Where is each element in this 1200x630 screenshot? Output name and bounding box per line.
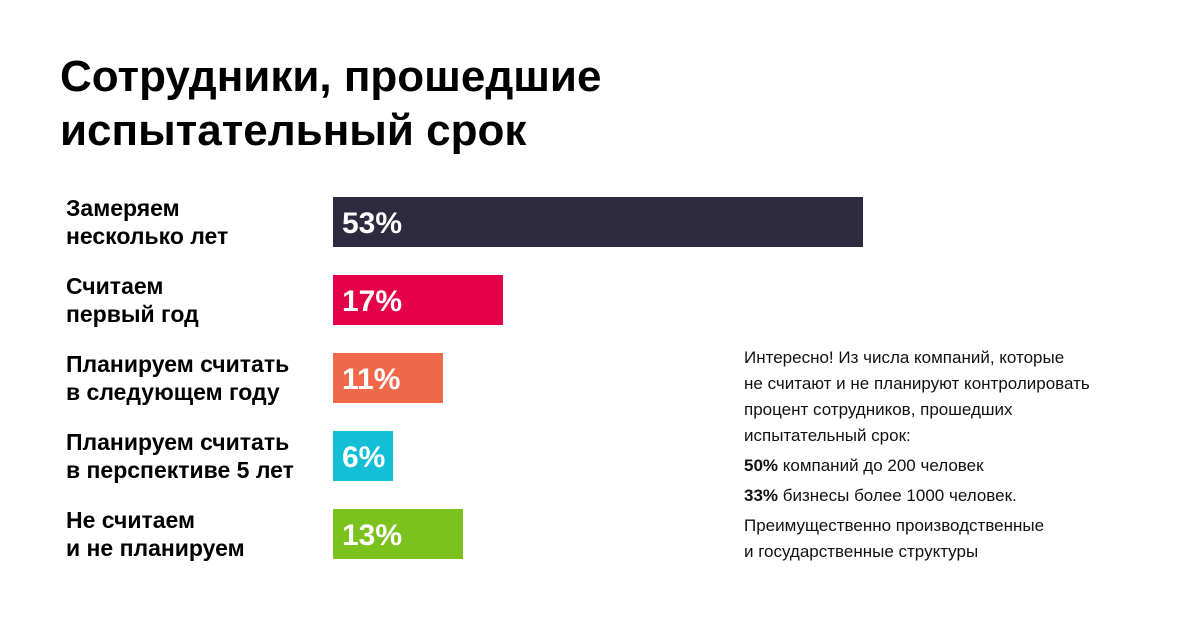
note-fact-2: 33% бизнесы более 1000 человек. [744, 483, 1164, 509]
bar-1 [333, 197, 863, 247]
note-fact-2-text: бизнесы более 1000 человек. [778, 486, 1017, 505]
bar-5 [333, 509, 463, 559]
category-label-1-line-2: несколько лет [66, 223, 228, 249]
bar-2 [333, 275, 503, 325]
note-outro-line-2: и государственные структуры [744, 542, 979, 561]
note-fact-1-text: компаний до 200 человек [778, 456, 984, 475]
note-outro: Преимущественно производственные и госуд… [744, 513, 1164, 565]
bar-value-label-2: 17% [342, 285, 402, 318]
note-intro-line-1: Интересно! Из числа компаний, которые [744, 348, 1065, 367]
category-label-2-line-2: первый год [66, 301, 199, 327]
category-label-3-line-2: в следующем году [66, 379, 280, 405]
chart-title: Сотрудники, прошедшие испытательный срок [60, 50, 760, 158]
category-label-4-line-2: в перспективе 5 лет [66, 457, 294, 483]
chart-title-line-2: испытательный срок [60, 106, 527, 155]
note-fact-2-value: 33% [744, 486, 779, 505]
note-intro-line-2: не считают и не планируют контролировать [744, 374, 1090, 393]
note-intro: Интересно! Из числа компаний, которые не… [744, 345, 1164, 449]
note-fact-1: 50% компаний до 200 человек [744, 453, 1164, 479]
note-outro-line-1: Преимущественно производственные [744, 516, 1045, 535]
bar-3 [333, 353, 443, 403]
bar-value-label-5: 13% [342, 519, 402, 552]
category-label-5-line-2: и не планируем [66, 535, 245, 561]
category-label-3-line-1: Планируем считать [66, 351, 289, 377]
bar-value-label-1: 53% [342, 207, 402, 240]
note-fact-1-value: 50% [744, 456, 779, 475]
bar-value-label-3: 11% [342, 363, 400, 396]
side-note: Интересно! Из числа компаний, которые не… [744, 345, 1164, 565]
category-label-4-line-1: Планируем считать [66, 429, 289, 455]
note-intro-line-3: процент сотрудников, прошедших [744, 400, 1013, 419]
bar-4 [333, 431, 393, 481]
note-intro-line-4: испытательный срок: [744, 426, 911, 445]
category-label-2-line-1: Считаем [66, 273, 163, 299]
category-label-5-line-1: Не считаем [66, 507, 195, 533]
category-label-1-line-1: Замеряем [66, 195, 180, 221]
chart-title-line-1: Сотрудники, прошедшие [60, 52, 602, 101]
bar-value-label-4: 6% [342, 441, 385, 474]
